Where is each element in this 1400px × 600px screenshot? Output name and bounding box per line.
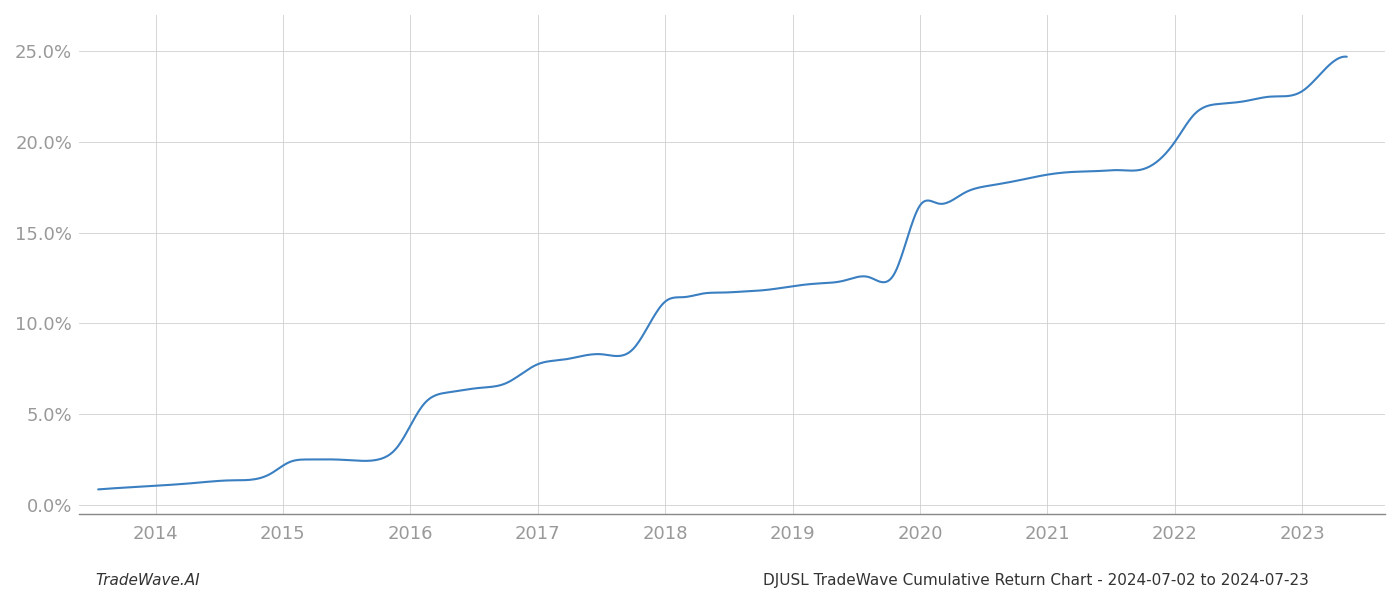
Text: TradeWave.AI: TradeWave.AI	[95, 573, 200, 588]
Text: DJUSL TradeWave Cumulative Return Chart - 2024-07-02 to 2024-07-23: DJUSL TradeWave Cumulative Return Chart …	[763, 573, 1309, 588]
